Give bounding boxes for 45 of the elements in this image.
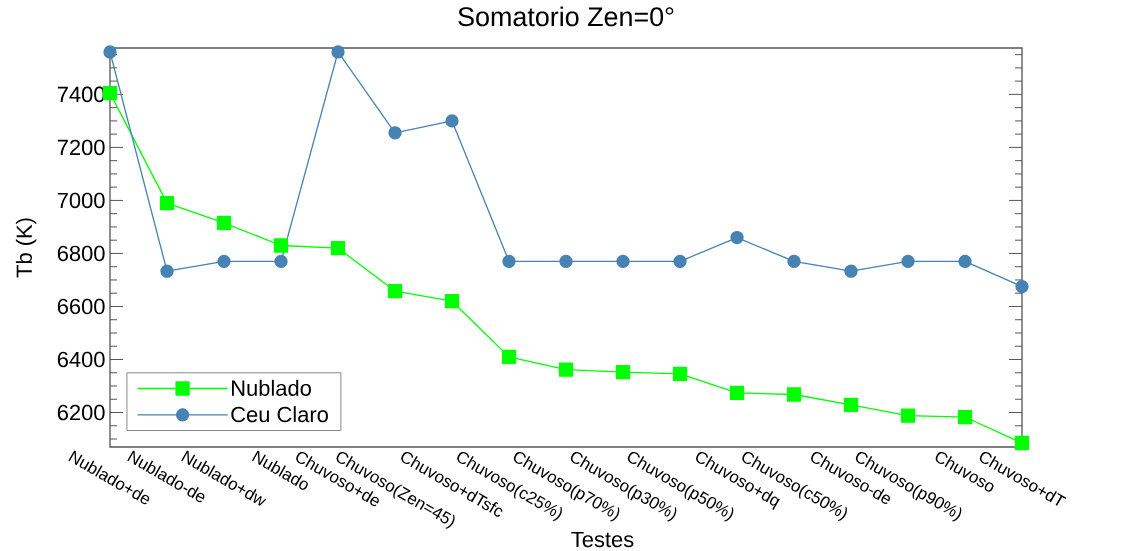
point (1014, 435, 1030, 451)
point (160, 264, 174, 278)
point (786, 387, 802, 402)
y-tick-label: 6600 (57, 298, 105, 315)
point (559, 254, 573, 269)
point (958, 254, 972, 269)
point (388, 126, 402, 140)
point (103, 45, 117, 59)
point (615, 365, 631, 380)
point (672, 366, 688, 381)
chart-title: Somatorio Zen=0° (458, 6, 674, 27)
point (331, 45, 345, 59)
y-axis-title: Tb (K) (15, 218, 37, 278)
point (844, 264, 858, 278)
point (673, 254, 687, 269)
y-tick-label: 7200 (57, 139, 105, 156)
point (900, 408, 916, 423)
point (901, 254, 915, 269)
legend-label: Ceu Claro (231, 406, 328, 423)
point (787, 254, 801, 269)
point (843, 397, 859, 412)
point (1015, 279, 1029, 294)
legend-label: Nublado (232, 379, 311, 396)
y-tick-label: 6800 (57, 245, 105, 262)
point (444, 294, 460, 309)
point (729, 385, 745, 401)
point (102, 85, 118, 101)
y-tick-label: 7000 (57, 192, 105, 209)
point (216, 215, 232, 231)
y-tick-label: 6400 (57, 351, 105, 368)
point (217, 254, 231, 269)
point (558, 362, 574, 377)
point (159, 195, 175, 211)
point (274, 254, 288, 269)
point (616, 254, 630, 269)
y-tick-label: 6200 (57, 404, 105, 421)
point (501, 349, 517, 364)
point (273, 238, 289, 253)
point (330, 241, 346, 256)
x-axis-title: Testes (571, 531, 634, 548)
point (445, 114, 459, 128)
point (502, 254, 516, 269)
point (957, 409, 973, 425)
point (730, 230, 744, 245)
point (387, 283, 403, 299)
